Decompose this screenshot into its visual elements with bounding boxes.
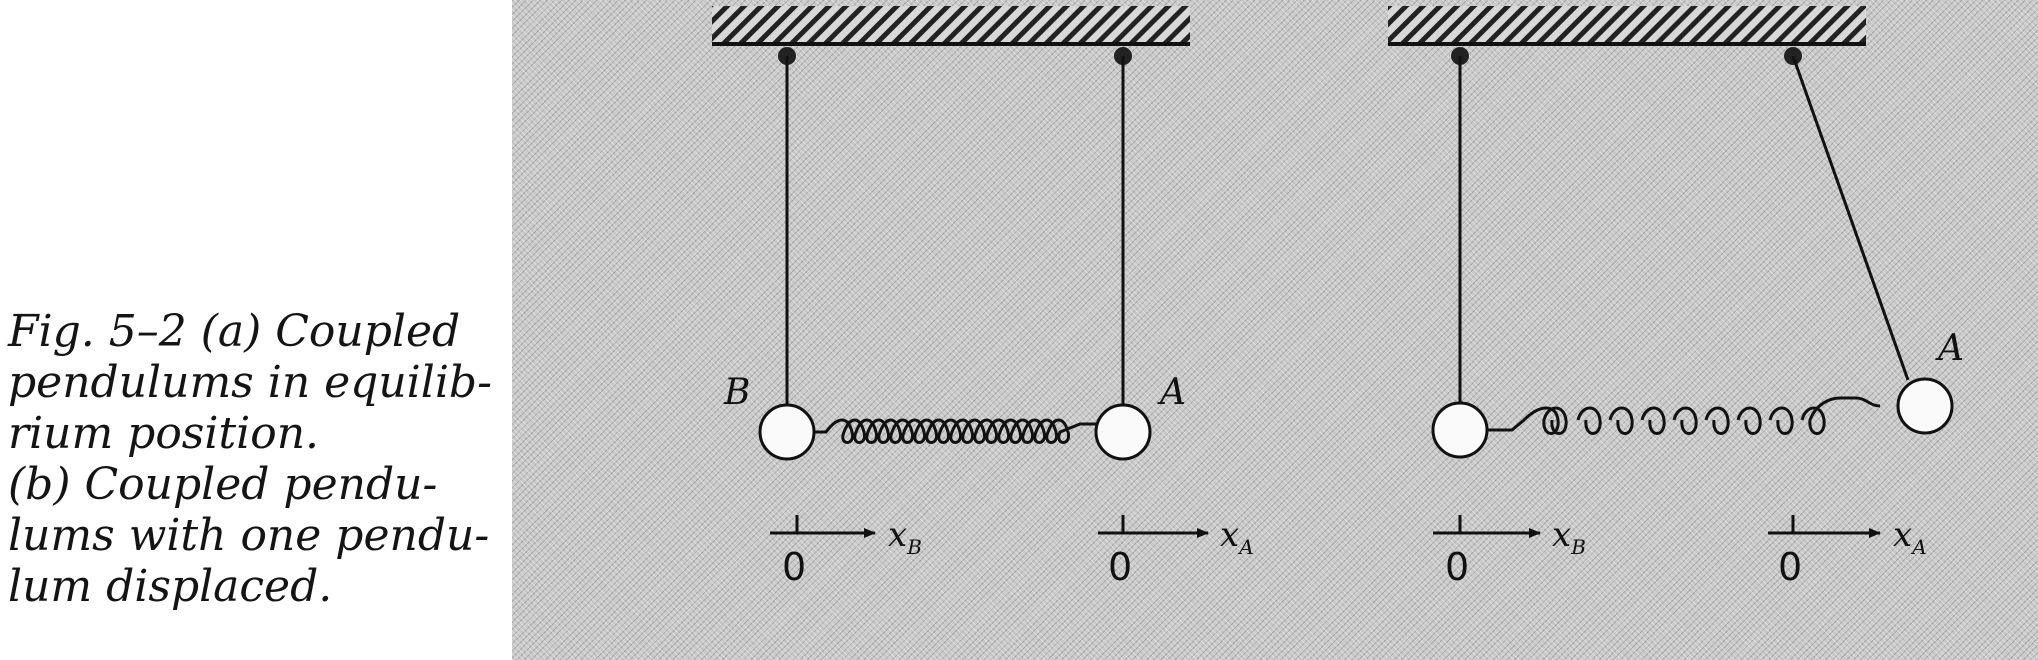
caption-line: lum displaced. <box>8 561 333 612</box>
axis-xb-b: 0 xB <box>1433 515 1586 589</box>
ceiling-support-a <box>712 6 1190 44</box>
axis-label-xb: xB <box>888 515 922 559</box>
figure-caption: Fig. 5–2 (a) Coupled pendulums in equili… <box>8 306 508 612</box>
caption-line: (b) Coupled pendu- <box>8 459 438 510</box>
caption-line: Fig. 5–2 (a) Coupled <box>8 306 461 357</box>
bob-b <box>758 403 816 461</box>
axis-xa-a: 0 xA <box>1098 515 1254 589</box>
origin-zero: 0 <box>1108 545 1132 589</box>
label-b: B <box>723 372 750 413</box>
axis-xa-b: 0 xA <box>1768 515 1927 589</box>
axis-label-xa: xA <box>1893 515 1927 559</box>
label-a: A <box>1935 328 1964 369</box>
figure-panel <box>512 0 2038 660</box>
label-a: A <box>1157 372 1186 413</box>
axis-label-xa: xA <box>1220 515 1254 559</box>
bob-a-displaced <box>1896 377 1954 435</box>
coupling-spring-b <box>1487 396 1881 435</box>
ceiling-support-b <box>1388 6 1866 44</box>
bob-a <box>1094 403 1152 461</box>
diagram-b: A 0 xB 0 xA <box>1388 6 1964 589</box>
axis-xb-a: 0 xB <box>770 515 922 589</box>
origin-zero: 0 <box>782 545 806 589</box>
coupling-spring-a <box>814 418 1096 444</box>
diagram-a: B A 0 xB 0 xA <box>712 6 1254 589</box>
caption-line: rium position. <box>8 408 320 459</box>
caption-line: pendulums in equilib- <box>8 357 492 408</box>
origin-zero: 0 <box>1778 545 1802 589</box>
caption-line: lums with one pendu- <box>8 510 490 561</box>
origin-zero: 0 <box>1445 545 1469 589</box>
bob-b <box>1431 401 1489 459</box>
axis-label-xb: xB <box>1552 515 1586 559</box>
string-a-displaced <box>1791 55 1910 381</box>
